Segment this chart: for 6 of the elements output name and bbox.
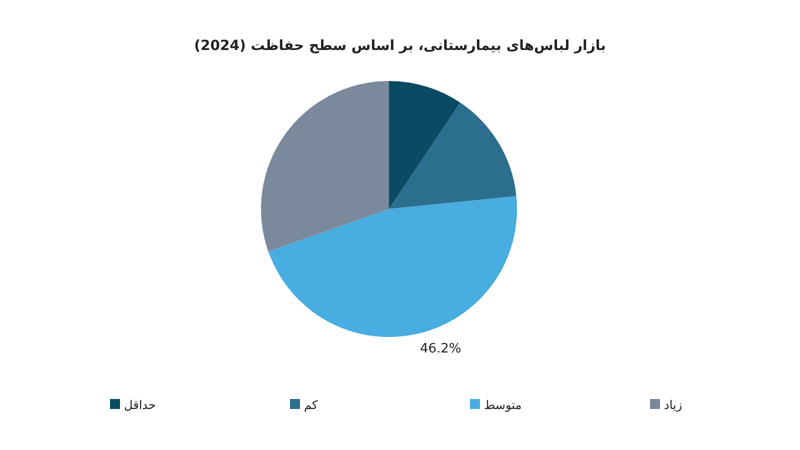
- legend-label: متوسط: [484, 398, 522, 412]
- data-label: 46.2%: [420, 342, 462, 357]
- legend-label: زیاد: [664, 398, 682, 412]
- chart-title: بازار لباس‌های بیمارستانی، بر اساس سطح حفاظت (2024): [194, 38, 606, 54]
- legend-label: کم: [304, 398, 318, 412]
- legend-label: حداقل: [124, 398, 156, 412]
